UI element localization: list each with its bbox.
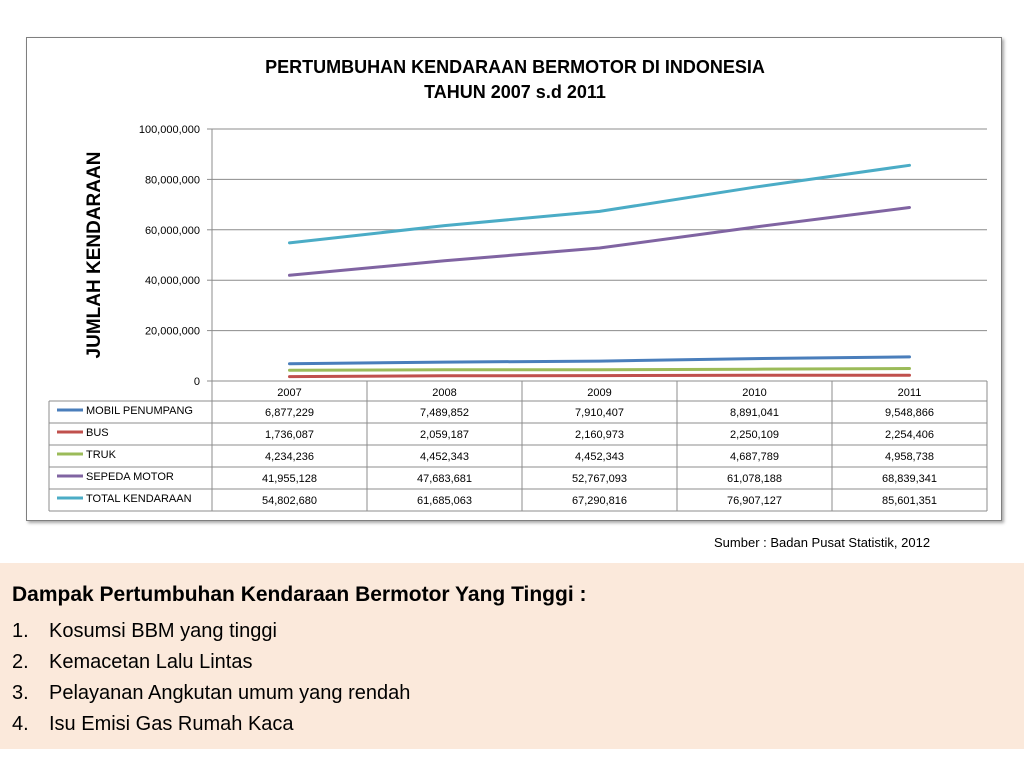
data-label: 2,160,973	[575, 429, 624, 441]
data-label: 4,234,236	[265, 451, 314, 463]
impact-list: 1. Kosumsi BBM yang tinggi 2. Kemacetan La…	[12, 616, 410, 740]
line-chart: PERTUMBUHAN KENDARAAN BERMOTOR DI INDONE…	[48, 57, 988, 512]
impact-panel: Dampak Pertumbuhan Kendaraan Bermotor Ya…	[0, 563, 1024, 749]
data-label: 61,078,188	[727, 473, 782, 485]
list-item: 2. Kemacetan Lalu Lintas	[12, 647, 410, 678]
data-label: 68,839,341	[882, 473, 937, 485]
chart-title-line: TAHUN 2007 s.d 2011	[424, 82, 606, 102]
data-label: 4,958,738	[885, 451, 934, 463]
legend-label: MOBIL PENUMPANG	[86, 405, 193, 417]
chart-title-line: PERTUMBUHAN KENDARAAN BERMOTOR DI INDONE…	[265, 57, 765, 77]
data-label: 47,683,681	[417, 473, 472, 485]
series-line	[288, 163, 911, 245]
series-line	[288, 373, 911, 379]
y-tick-label: 0	[194, 376, 200, 388]
y-tick-label: 20,000,000	[145, 326, 200, 338]
data-label: 7,489,852	[420, 407, 469, 419]
source-note: Sumber : Badan Pusat Statistik, 2012	[714, 535, 931, 550]
panel-heading: Dampak Pertumbuhan Kendaraan Bermotor Ya…	[12, 583, 587, 606]
series-line	[288, 206, 911, 277]
x-tick-label: 2007	[277, 387, 301, 399]
list-number: 3.	[12, 682, 29, 704]
series-line	[288, 355, 911, 366]
data-label: 4,452,343	[420, 451, 469, 463]
legend-label: TRUK	[86, 449, 117, 461]
list-item: 3. Pelayanan Angkutan umum yang rendah	[12, 678, 410, 709]
data-label: 2,254,406	[885, 429, 934, 441]
data-label: 1,736,087	[265, 429, 314, 441]
y-tick-label: 100,000,000	[139, 124, 200, 136]
x-tick-label: 2008	[432, 387, 456, 399]
x-tick-label: 2009	[587, 387, 611, 399]
y-tick-label: 60,000,000	[145, 225, 200, 237]
list-number: 1.	[12, 620, 29, 642]
list-item: 4. Isu Emisi Gas Rumah Kaca	[12, 709, 410, 740]
data-label: 8,891,041	[730, 407, 779, 419]
list-number: 4.	[12, 713, 29, 735]
legend-label: SEPEDA MOTOR	[86, 471, 174, 483]
list-text: Pelayanan Angkutan umum yang rendah	[49, 682, 411, 704]
chart-container: PERTUMBUHAN KENDARAAN BERMOTOR DI INDONE…	[26, 37, 1002, 521]
data-label: 4,687,789	[730, 451, 779, 463]
data-label: 9,548,866	[885, 407, 934, 419]
legend-label: BUS	[86, 427, 109, 439]
data-label: 7,910,407	[575, 407, 624, 419]
list-text: Kemacetan Lalu Lintas	[49, 651, 253, 673]
data-label: 85,601,351	[882, 495, 937, 507]
data-label: 6,877,229	[265, 407, 314, 419]
legend-label: TOTAL KENDARAAN	[86, 493, 192, 505]
data-label: 61,685,063	[417, 495, 472, 507]
y-tick-label: 80,000,000	[145, 174, 200, 186]
y-axis-label: JUMLAH KENDARAAN	[84, 152, 105, 359]
list-text: Isu Emisi Gas Rumah Kaca	[49, 713, 294, 735]
x-tick-label: 2011	[898, 387, 922, 399]
x-tick-label: 2010	[742, 387, 766, 399]
data-label: 2,059,187	[420, 429, 469, 441]
data-label: 4,452,343	[575, 451, 624, 463]
data-label: 2,250,109	[730, 429, 779, 441]
data-label: 76,907,127	[727, 495, 782, 507]
data-label: 52,767,093	[572, 473, 627, 485]
data-label: 54,802,680	[262, 495, 317, 507]
list-item: 1. Kosumsi BBM yang tinggi	[12, 616, 410, 647]
y-tick-label: 40,000,000	[145, 275, 200, 287]
list-text: Kosumsi BBM yang tinggi	[49, 620, 277, 642]
data-label: 41,955,128	[262, 473, 317, 485]
series-line	[288, 367, 911, 372]
data-label: 67,290,816	[572, 495, 627, 507]
list-number: 2.	[12, 651, 29, 673]
